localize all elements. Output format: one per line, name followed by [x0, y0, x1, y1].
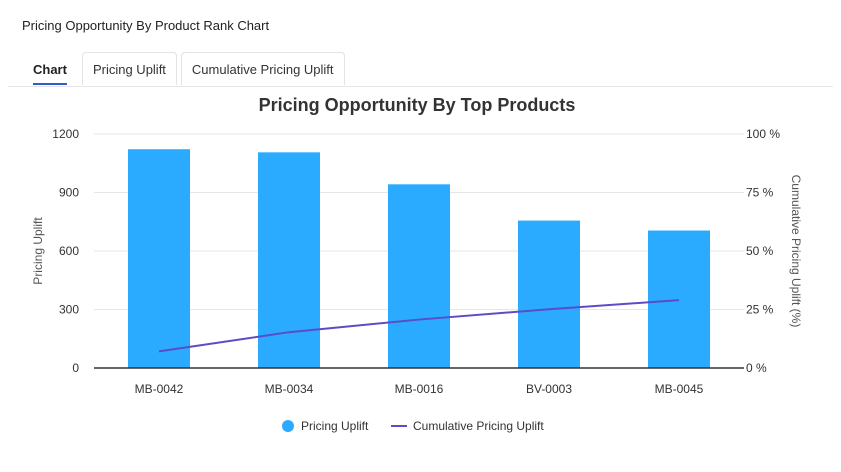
tab-divider [8, 86, 833, 87]
tab-pricing-uplift[interactable]: Pricing Uplift [81, 52, 177, 85]
y-axis-label: Pricing Uplift [31, 217, 45, 285]
x-tick-label: MB-0042 [135, 382, 184, 396]
bar-bv-0003 [518, 220, 580, 368]
bar-mb-0016 [388, 184, 450, 368]
y-tick-label: 600 [59, 244, 79, 258]
cumulative-line [158, 299, 680, 353]
y-tick-label: 1200 [52, 127, 79, 141]
chart-title: Pricing Opportunity By Top Products [259, 95, 576, 115]
legend-line-label: Cumulative Pricing Uplift [413, 419, 544, 433]
y2-axis-label: Cumulative Pricing Uplift (%) [789, 175, 803, 328]
x-tick-label: BV-0003 [526, 382, 572, 396]
bar-mb-0045 [648, 230, 710, 368]
y2-tick-label: 25 % [746, 303, 774, 317]
y2-tick-label: 100 % [746, 127, 780, 141]
y-tick-label: 300 [59, 303, 79, 317]
y2-tick-label: 0 % [746, 361, 767, 375]
y2-tick-label: 50 % [746, 244, 774, 258]
tab-cumulative-pricing-uplift[interactable]: Cumulative Pricing Uplift [180, 52, 345, 85]
legend-bar-marker [282, 420, 294, 432]
y2-tick-label: 75 % [746, 186, 774, 200]
legend-bar-label: Pricing Uplift [301, 419, 369, 433]
tab-bar: Chart Pricing Uplift Cumulative Pricing … [22, 52, 345, 85]
tab-chart[interactable]: Chart [22, 52, 78, 85]
page-title: Pricing Opportunity By Product Rank Char… [22, 18, 270, 33]
y-tick-label: 900 [59, 186, 79, 200]
y-tick-label: 0 [72, 361, 79, 375]
x-tick-label: MB-0045 [655, 382, 704, 396]
bar-mb-0042 [128, 149, 190, 368]
x-tick-label: MB-0034 [265, 382, 314, 396]
x-tick-label: MB-0016 [395, 382, 444, 396]
